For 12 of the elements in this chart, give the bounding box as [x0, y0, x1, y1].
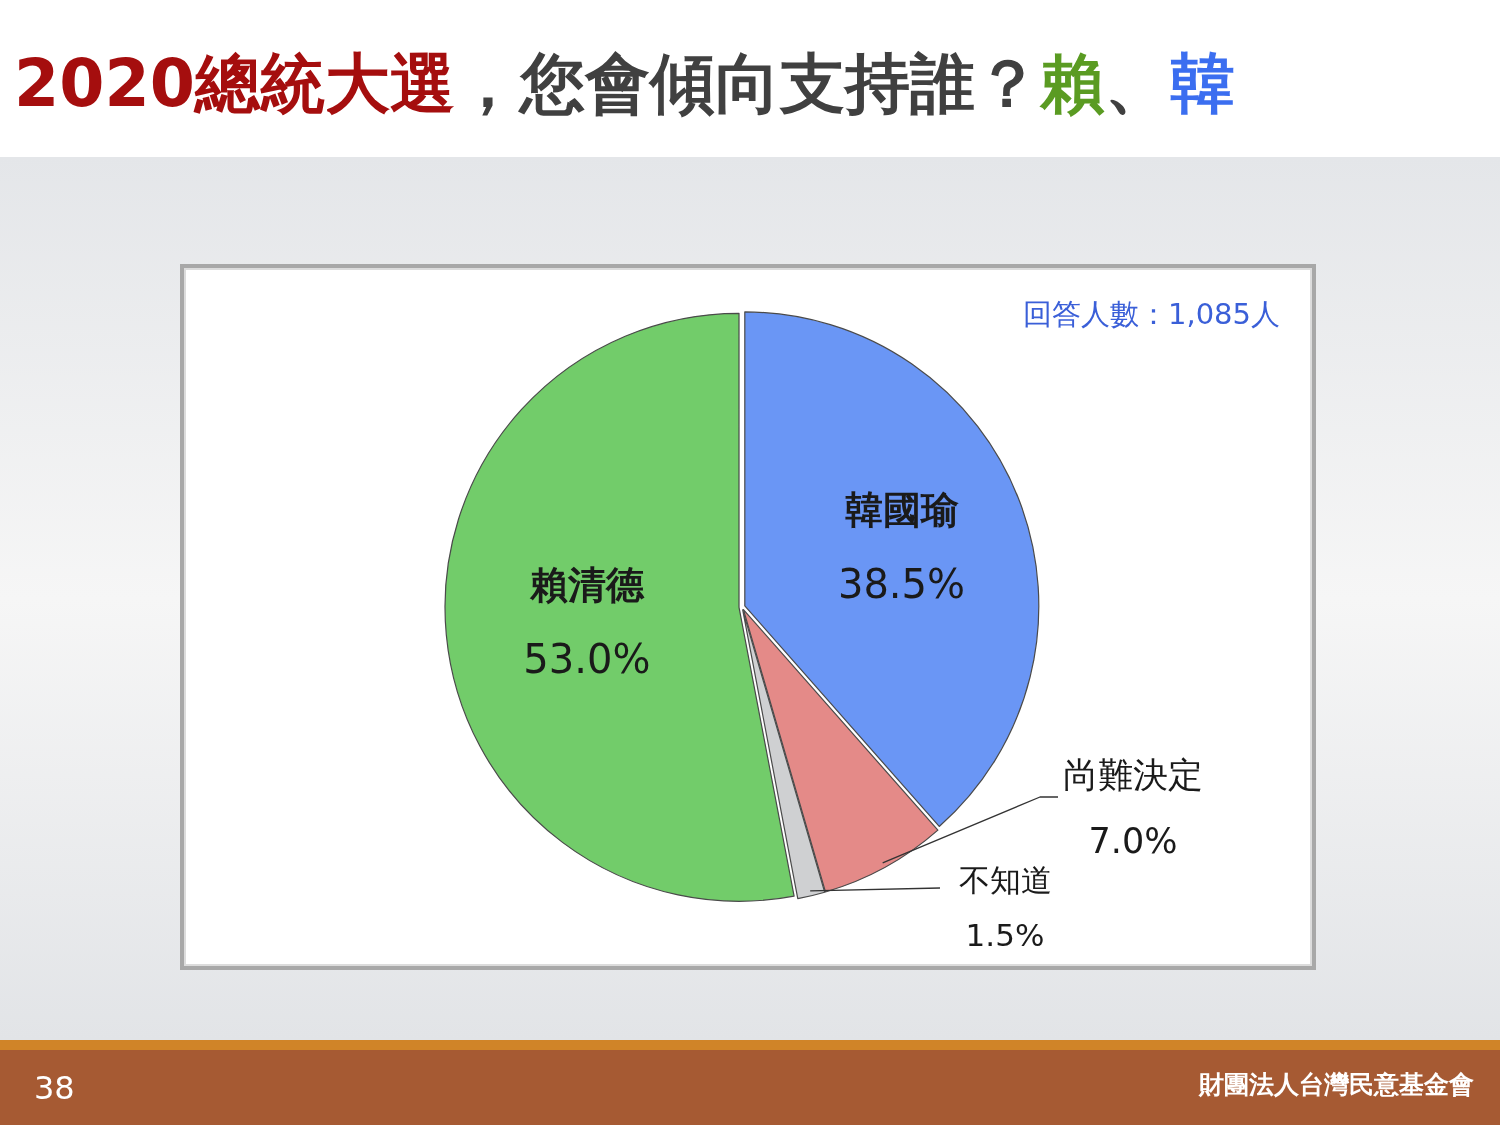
data-label: 7.0% — [1088, 821, 1178, 861]
text: 回答人數：1,085人 — [1022, 297, 1280, 331]
chart-title: 2020總統大選，您會傾向支持誰？賴、韓 — [14, 46, 1235, 121]
text: 38 — [34, 1069, 75, 1107]
slice-label: 韓國瑜 — [844, 487, 959, 532]
text: 財團法人台灣民意基金會 — [1198, 1069, 1474, 1099]
data-label: 38.5% — [837, 560, 966, 607]
slice-label: 尚難決定 — [1063, 755, 1203, 795]
data-label: 53.0% — [523, 635, 651, 682]
slice-label: 賴清德 — [528, 562, 645, 607]
data-label: 1.5% — [965, 917, 1045, 953]
slice-label: 不知道 — [958, 862, 1052, 898]
